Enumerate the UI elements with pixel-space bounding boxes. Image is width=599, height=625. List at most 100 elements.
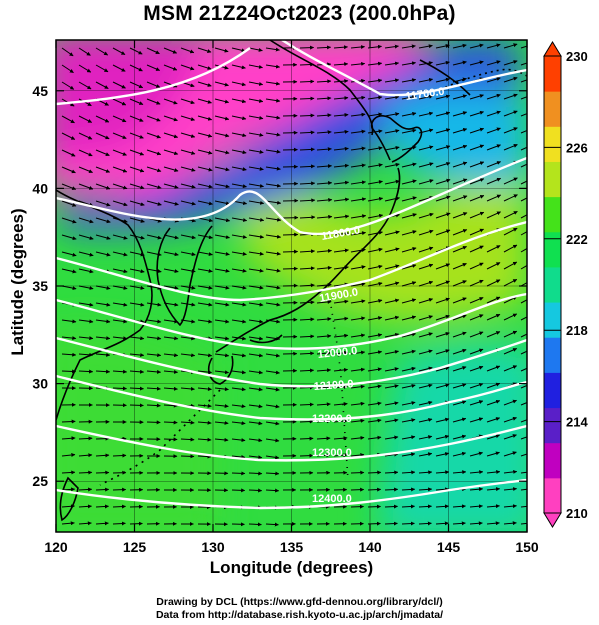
wind-arrow (401, 401, 416, 406)
wind-arrow (503, 76, 518, 83)
wind-arrow (197, 302, 213, 307)
wind-arrow (367, 418, 382, 423)
wind-arrow (469, 178, 485, 185)
wind-arrow (180, 132, 196, 138)
wind-arrow (418, 315, 433, 321)
wind-arrow (231, 183, 247, 189)
x-tick-label: 140 (358, 539, 382, 555)
wind-arrow (520, 264, 527, 270)
colorbar-segment (544, 91, 561, 127)
wind-arrow (95, 251, 111, 257)
wind-arrow (503, 487, 518, 492)
wind-arrow (401, 230, 417, 236)
wind-arrow (197, 149, 213, 155)
wind-arrow (61, 452, 76, 457)
wind-arrow (78, 81, 92, 90)
wind-arrow (95, 234, 111, 240)
wind-arrow (78, 453, 93, 458)
wind-arrow (248, 98, 264, 103)
wind-arrow (452, 451, 467, 457)
wind-arrow (316, 164, 332, 169)
wind-arrow (418, 212, 434, 219)
wind-arrow (469, 245, 484, 253)
coastlines (56, 40, 527, 522)
colorbar-segment (544, 372, 561, 409)
wind-arrow (401, 145, 417, 151)
wind-arrow (384, 179, 400, 185)
wind-arrow (180, 115, 195, 122)
wind-arrow (486, 43, 501, 49)
wind-arrow (316, 317, 332, 322)
wind-arrow (180, 166, 196, 172)
wind-arrow (265, 455, 280, 460)
wind-arrow (486, 110, 501, 117)
wind-arrow (452, 366, 467, 372)
wind-arrow (231, 149, 247, 155)
wind-arrow (503, 177, 518, 185)
wind-arrow (197, 200, 213, 206)
wind-arrow (265, 302, 281, 307)
colorbar-tick-label: 218 (566, 323, 588, 338)
wind-arrow (350, 61, 366, 66)
colorbar-segment (544, 266, 561, 303)
wind-arrow (520, 419, 527, 423)
wind-arrow (367, 146, 383, 151)
wind-arrow (214, 420, 229, 425)
wind-arrow (299, 402, 314, 407)
wind-arrow (299, 215, 316, 220)
wind-arrow (469, 297, 484, 304)
wind-arrow (435, 161, 451, 168)
wind-arrow (248, 251, 264, 256)
wind-arrow (112, 234, 128, 240)
wind-arrow (503, 330, 518, 338)
wind-arrow (112, 115, 127, 123)
wind-arrow (333, 453, 348, 458)
x-tick-label: 120 (44, 539, 68, 555)
wind-arrow (435, 366, 450, 372)
wind-arrow (486, 451, 500, 457)
wind-arrow (367, 163, 383, 168)
wind-arrow (384, 281, 400, 287)
wind-arrow (214, 353, 230, 358)
wind-arrow (214, 115, 230, 121)
wind-arrow (384, 418, 399, 423)
wind-arrow (95, 352, 111, 357)
wind-arrow (197, 251, 213, 257)
wind-arrow (503, 451, 517, 457)
wind-arrow (112, 319, 128, 324)
wind-arrow (112, 200, 128, 207)
wind-arrow (520, 45, 527, 49)
wind-arrow (452, 245, 467, 253)
wind-arrow (95, 336, 111, 341)
wind-arrow (486, 487, 501, 492)
wind-arrow (469, 417, 484, 423)
wind-arrow (214, 200, 231, 206)
wind-arrow (520, 367, 527, 372)
y-tick-label: 30 (32, 376, 48, 392)
wind-arrow (112, 453, 127, 458)
colorbar-tick-label: 226 (566, 140, 588, 155)
wind-arrow (95, 504, 109, 509)
wind-arrow (231, 268, 247, 273)
wind-arrow (469, 94, 484, 100)
wind-arrow (503, 43, 518, 49)
wind-arrow (231, 251, 247, 256)
wind-arrow (520, 488, 527, 491)
wind-arrow (61, 132, 76, 140)
wind-arrow (452, 470, 467, 475)
wind-arrow (452, 280, 467, 287)
wind-arrow (197, 437, 212, 442)
wind-arrow (401, 78, 417, 83)
wind-arrow (197, 353, 213, 358)
wind-arrow (112, 285, 128, 290)
wind-arrow (231, 217, 248, 222)
wind-arrow (503, 261, 518, 270)
wind-arrow (401, 383, 416, 389)
wind-arrow (401, 128, 417, 134)
wind-arrow (248, 522, 262, 527)
wind-arrow (265, 251, 281, 256)
wind-arrow (469, 487, 484, 492)
wind-arrow (384, 470, 399, 475)
wind-arrow (333, 299, 349, 304)
contour-label-12300: 12300.0 (312, 447, 352, 459)
